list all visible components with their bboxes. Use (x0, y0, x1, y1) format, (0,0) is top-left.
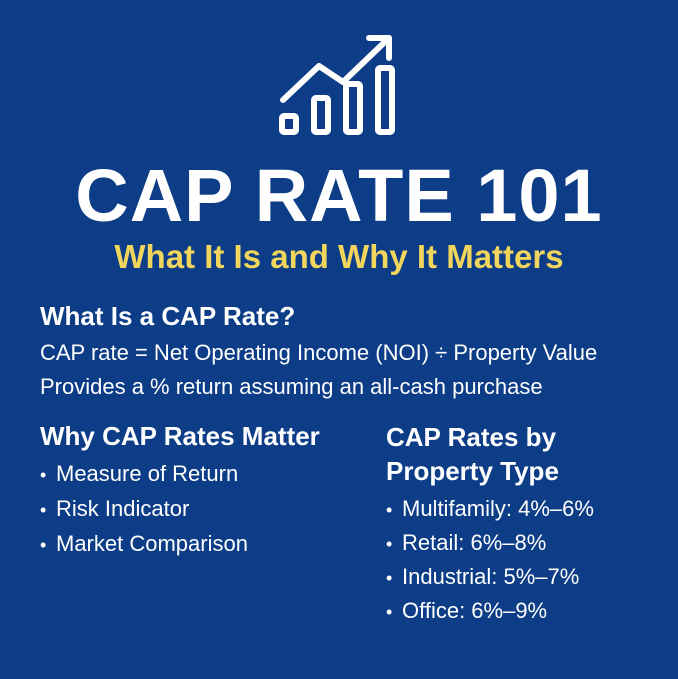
growth-chart-icon (279, 35, 395, 135)
list-item: Multifamily: 4%–6% (386, 494, 594, 528)
list-item-label: Multifamily: 4%–6% (402, 496, 594, 521)
page-title: CAP RATE 101 (75, 154, 603, 237)
list-item: Measure of Return (40, 459, 248, 494)
page-subtitle: What It Is and Why It Matters (114, 238, 564, 275)
property-type-heading: CAP Rates by Property Type (386, 422, 559, 486)
list-item-label: Industrial: 5%–7% (402, 564, 580, 589)
property-type-list: Multifamily: 4%–6% Retail: 6%–8% Industr… (386, 494, 594, 630)
list-item: Office: 6%–9% (386, 596, 594, 630)
list-item: Risk Indicator (40, 494, 248, 529)
explanation-line: Provides a % return assuming an all-cash… (40, 374, 543, 399)
why-matter-list: Measure of Return Risk Indicator Market … (40, 459, 248, 564)
list-item-label: Office: 6%–9% (402, 598, 548, 623)
list-item-label: Measure of Return (56, 461, 239, 486)
what-is-heading: What Is a CAP Rate? (40, 301, 296, 331)
why-matter-heading: Why CAP Rates Matter (40, 421, 320, 451)
header-graphic (0, 28, 678, 140)
list-item: Industrial: 5%–7% (386, 562, 594, 596)
formula-line: CAP rate = Net Operating Income (NOI) ÷ … (40, 340, 598, 365)
list-item-label: Retail: 6%–8% (402, 530, 547, 555)
list-item-label: Risk Indicator (56, 496, 190, 521)
list-item-label: Market Comparison (56, 531, 248, 556)
list-item: Market Comparison (40, 529, 248, 564)
list-item: Retail: 6%–8% (386, 528, 594, 562)
